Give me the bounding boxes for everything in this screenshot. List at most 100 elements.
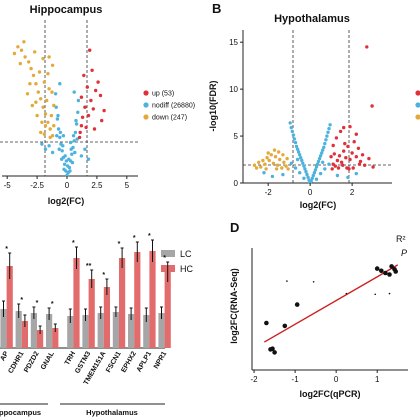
panel-b-point-down — [285, 156, 289, 161]
correlation-point — [389, 264, 394, 269]
panel-a-point-down — [39, 97, 43, 101]
panel-a-point-down — [42, 80, 46, 84]
panel-b-point-down — [272, 148, 277, 152]
panel-a-point-nodiff — [58, 130, 63, 135]
panel-b-point-up — [330, 167, 334, 171]
panel-a-point-nodiff — [61, 134, 66, 138]
correlation-point — [387, 272, 392, 277]
panel-b-point-nodiff — [315, 162, 320, 166]
panel-a-point-nodiff — [55, 134, 59, 138]
panel-b-point-nodiff — [310, 176, 314, 180]
panel-b-point-down — [264, 167, 268, 171]
legend-up-label: up (53) — [152, 91, 174, 98]
panel-b-point-up — [329, 155, 333, 159]
panel-b-point-nodiff — [296, 150, 301, 154]
panel-b-point-up — [342, 125, 346, 130]
correlation-point — [282, 323, 288, 329]
significance-mark: ** — [86, 263, 92, 270]
panel-a-point-up — [102, 108, 106, 113]
panel-b-point-up — [334, 136, 339, 140]
panel-a-point-down — [30, 103, 34, 108]
bar-lc — [97, 313, 104, 348]
panel-b-point-nodiff — [298, 153, 302, 157]
panel-a-point-nodiff — [65, 164, 70, 168]
panel-a-point-nodiff — [60, 149, 64, 153]
bar-lc — [67, 316, 74, 348]
legend-down-label: down (247) — [152, 115, 187, 122]
panel-a-x-ticks: -5 -2.5 0 2.5 5 — [4, 176, 130, 190]
panel-d-annotation-p: P — [401, 248, 407, 258]
panel-b-point-nodiff — [327, 126, 331, 131]
panel-b-point-up — [337, 154, 342, 158]
panel-b-point-nodiff — [304, 170, 308, 174]
panel-b-point-nodiff — [281, 172, 285, 177]
bar-hc — [6, 266, 13, 348]
panel-b-point-nodiff — [293, 140, 298, 145]
panel-b-point-up — [370, 104, 374, 108]
significance-mark: * — [118, 241, 121, 248]
panel-a-point-nodiff — [79, 154, 84, 158]
gene-label: APLP1 — [136, 350, 153, 373]
panel-a-point-up — [94, 88, 98, 93]
panel-b-point-down — [269, 153, 273, 157]
panel-a-point-down — [41, 105, 45, 109]
panel-d-x-tick-label: 1 — [375, 375, 380, 384]
panel-b-point-down — [281, 153, 285, 157]
correlation-point — [264, 320, 269, 326]
panel-a-x-tick-label: 0 — [65, 181, 70, 190]
panel-a-point-nodiff — [62, 162, 67, 166]
panel-a-point-nodiff — [64, 159, 69, 163]
panel-b-point-down — [277, 150, 281, 154]
panel-b-point-nodiff — [325, 134, 329, 138]
legend-up-swatch — [143, 90, 149, 96]
panel-b-point-nodiff — [299, 156, 303, 160]
panel-a-point-nodiff — [76, 110, 80, 115]
panel-a-point-down — [52, 124, 56, 128]
panel-b-point-up — [342, 149, 346, 153]
panel-a-point-nodiff — [73, 130, 78, 135]
panel-a-point-nodiff — [73, 150, 77, 155]
panel-b-point-nodiff — [321, 148, 325, 152]
panel-a-point-nodiff — [71, 134, 76, 138]
panel-b-legend-nodiff-swatch — [415, 102, 420, 108]
panel-a-point-nodiff — [68, 140, 73, 145]
correlation-dot — [388, 292, 391, 295]
bar-lc — [15, 311, 22, 348]
panel-b: B Hypothalamus -2 0 2 0 5 10 15 log2(FC) -log1… — [208, 1, 420, 210]
panel-a-point-up — [88, 48, 92, 52]
correlation-dot — [286, 280, 288, 282]
bar-hc — [103, 287, 110, 348]
panel-b-point-up — [339, 160, 344, 164]
panel-b-points — [252, 45, 375, 185]
panel-a-point-up — [85, 85, 90, 89]
panel-a-title: Hippocampus — [30, 4, 103, 16]
significance-mark: * — [133, 235, 136, 242]
panel-a-point-nodiff — [76, 98, 81, 103]
panel-a-point-down — [42, 132, 46, 136]
panel-d-fit-line — [263, 264, 399, 343]
gene-label: AP — [0, 350, 10, 362]
panel-a-point-up — [79, 124, 84, 128]
panel-d-x-label: log2FC(qPCR) — [300, 389, 361, 399]
bar-lc — [0, 309, 7, 348]
panel-a-point-nodiff — [58, 135, 62, 140]
panel-b-point-nodiff — [326, 130, 330, 134]
panel-b-point-down — [265, 156, 269, 160]
panel-a-point-down — [46, 120, 50, 125]
panel-b-point-up — [341, 163, 345, 167]
correlation-point — [383, 270, 388, 276]
panel-b-point-nodiff — [262, 171, 266, 175]
panel-a-point-up — [82, 73, 86, 78]
panel-b-point-down — [286, 167, 290, 171]
panel-b-point-nodiff — [321, 160, 325, 164]
panel-a-point-down — [47, 87, 51, 91]
panel-a-point-nodiff — [74, 118, 78, 123]
panel-a-point-nodiff — [56, 127, 61, 131]
panel-a-x-tick-label: -2.5 — [30, 181, 44, 190]
bar-hc — [21, 321, 28, 348]
panel-b-point-up — [356, 146, 361, 150]
panel-b-point-down — [274, 167, 279, 171]
panel-b-point-nodiff — [312, 171, 317, 175]
panel-b-point-down — [252, 163, 257, 167]
panel-b-point-nodiff — [305, 172, 309, 177]
